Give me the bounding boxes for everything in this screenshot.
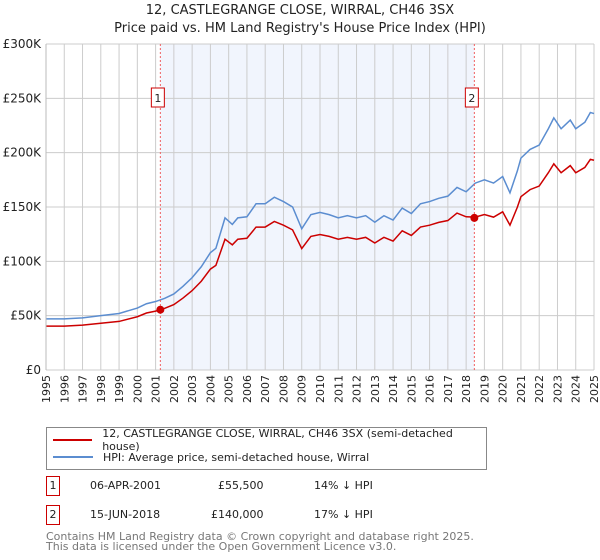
x-tick-label: 2019	[478, 375, 491, 403]
y-tick-label: £50K	[10, 309, 42, 323]
legend-label: HPI: Average price, semi-detached house,…	[103, 450, 370, 464]
legend-item-hpi: HPI: Average price, semi-detached house,…	[47, 448, 369, 466]
sale-label: 1	[154, 92, 161, 105]
x-tick-label: 2002	[168, 375, 181, 403]
sale-date: 06-APR-2001	[90, 479, 162, 492]
x-tick-label: 2025	[588, 375, 600, 403]
footer-license: This data is licensed under the Open Gov…	[46, 540, 397, 553]
legend-red-line	[53, 439, 93, 441]
property-price-line	[46, 158, 595, 327]
legend: 12, CASTLEGRANGE CLOSE, WIRRAL, CH46 3SX…	[46, 427, 487, 470]
sale-label-box	[150, 87, 165, 108]
sale-label-box	[464, 87, 479, 108]
y-tick-label: £300K	[3, 37, 43, 51]
x-tick-label: 2001	[150, 375, 163, 403]
x-tick-label: 2005	[223, 375, 236, 403]
sale-price: £140,000	[211, 508, 264, 521]
x-tick-label: 2009	[296, 375, 309, 403]
y-tick-label: £100K	[3, 254, 43, 268]
legend-blue-line	[53, 456, 93, 458]
x-tick-label: 2018	[460, 375, 473, 403]
legend-item-property: 12, CASTLEGRANGE CLOSE, WIRRAL, CH46 3SX…	[47, 427, 486, 453]
chart-plot: 1995 1996 1997 1998 1999 2000 2001 2002 2003 2004…	[3, 37, 600, 403]
chart-subtitle: Price paid vs. HM Land Registry's House …	[114, 21, 486, 36]
sale-row: 1 06-APR-2001 £55,500 14% ↓ HPI	[46, 476, 446, 496]
x-tick-label: 2023	[551, 375, 564, 403]
sale-row: 2 15-JUN-2018 £140,000 17% ↓ HPI	[46, 505, 446, 525]
x-tick-label: 2012	[351, 375, 364, 403]
x-tick-label: 2011	[332, 375, 345, 403]
x-tick-label: 2024	[570, 375, 583, 403]
sale-hpi-diff: 14% ↓ HPI	[314, 479, 373, 492]
sale-price: £55,500	[218, 479, 264, 492]
x-tick-label: 2017	[442, 375, 455, 403]
x-tick-label: 2022	[533, 375, 546, 403]
sale-marker: 2	[46, 505, 60, 525]
y-tick-label: £0	[26, 363, 41, 377]
x-tick-label: 1996	[58, 375, 71, 403]
sale-point	[470, 213, 479, 222]
footer-copyright: Contains HM Land Registry data © Crown c…	[46, 530, 474, 543]
hpi-line	[46, 111, 595, 320]
y-tick-label: £150K	[3, 200, 43, 214]
x-tick-label: 2008	[277, 375, 290, 403]
y-tick-label: £250K	[3, 91, 43, 105]
legend-label: 12, CASTLEGRANGE CLOSE, WIRRAL, CH46 3SX…	[102, 427, 453, 453]
y-tick-label: £200K	[3, 146, 43, 160]
x-tick-label: 2014	[387, 375, 400, 403]
sale-label: 2	[468, 92, 475, 105]
x-tick-label: 2021	[515, 375, 528, 403]
x-tick-label: 2013	[369, 375, 382, 403]
x-tick-label: 2006	[241, 375, 254, 403]
sale-marker: 1	[46, 476, 60, 496]
x-tick-label: 2015	[405, 375, 418, 403]
chart-title: 12, CASTLEGRANGE CLOSE, WIRRAL, CH46 3SX	[145, 3, 455, 18]
sale-date: 15-JUN-2018	[90, 508, 161, 521]
x-tick-label: 1997	[77, 375, 90, 403]
x-tick-label: 2020	[497, 375, 510, 403]
x-tick-label: 1998	[95, 375, 108, 403]
sale-point	[156, 305, 165, 314]
sale-hpi-diff: 17% ↓ HPI	[314, 508, 373, 521]
x-tick-label: 2003	[186, 375, 199, 403]
x-tick-label: 2016	[424, 375, 437, 403]
x-tick-label: 2004	[204, 375, 217, 403]
x-tick-label: 1999	[113, 375, 126, 403]
x-tick-label: 1995	[40, 375, 53, 403]
x-tick-label: 2000	[131, 375, 144, 403]
x-tick-label: 2010	[314, 375, 327, 403]
x-tick-label: 2007	[259, 375, 272, 403]
